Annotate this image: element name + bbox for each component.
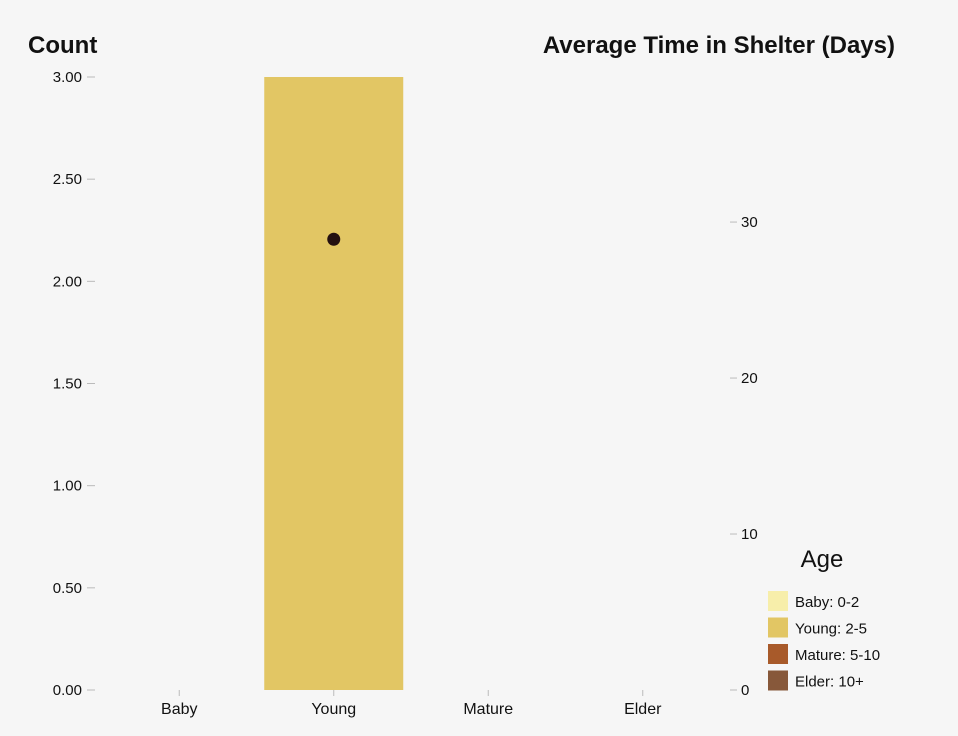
x-tick-label: Young (311, 701, 356, 718)
x-tick-label: Elder (624, 701, 662, 718)
x-tick-label: Baby (161, 701, 197, 718)
right-axis: 0 10 20 30 (730, 214, 758, 699)
x-axis: Baby Young Mature Elder (161, 690, 662, 718)
left-tick-label: 1.00 (53, 478, 82, 495)
right-tick-label: 10 (741, 526, 758, 543)
left-axis-title: Count (28, 32, 97, 59)
legend-swatch (768, 644, 788, 664)
left-tick-label: 2.50 (53, 171, 82, 188)
left-tick-label: 0.50 (53, 580, 82, 597)
legend-swatch (768, 670, 788, 691)
x-tick-label: Mature (463, 701, 513, 718)
legend-label: Mature: 5-10 (795, 647, 880, 664)
right-tick-label: 0 (741, 682, 749, 699)
left-tick-label: 3.00 (53, 69, 82, 86)
legend-label: Young: 2-5 (795, 621, 867, 638)
right-tick-label: 30 (741, 214, 758, 231)
legend-title: Age (801, 546, 844, 573)
points (327, 232, 341, 246)
left-tick-label: 0.00 (53, 682, 82, 699)
left-tick-label: 1.50 (53, 376, 82, 393)
legend-label: Baby: 0-2 (795, 594, 859, 611)
legend-swatch (768, 617, 788, 638)
right-axis-title: Average Time in Shelter (Days) (543, 32, 895, 59)
legend: Age Baby: 0-2 Young: 2-5 Mature: 5-10 Elder… (768, 546, 880, 691)
bar-young (264, 77, 404, 690)
legend-swatch (768, 591, 788, 611)
legend-label: Elder: 10+ (795, 674, 864, 691)
right-tick-label: 20 (741, 370, 758, 387)
point-young (327, 232, 341, 246)
left-tick-label: 2.00 (53, 273, 82, 290)
left-axis: 0.00 0.50 1.00 1.50 2.00 2.50 3.00 (53, 69, 95, 699)
bars (264, 77, 404, 690)
